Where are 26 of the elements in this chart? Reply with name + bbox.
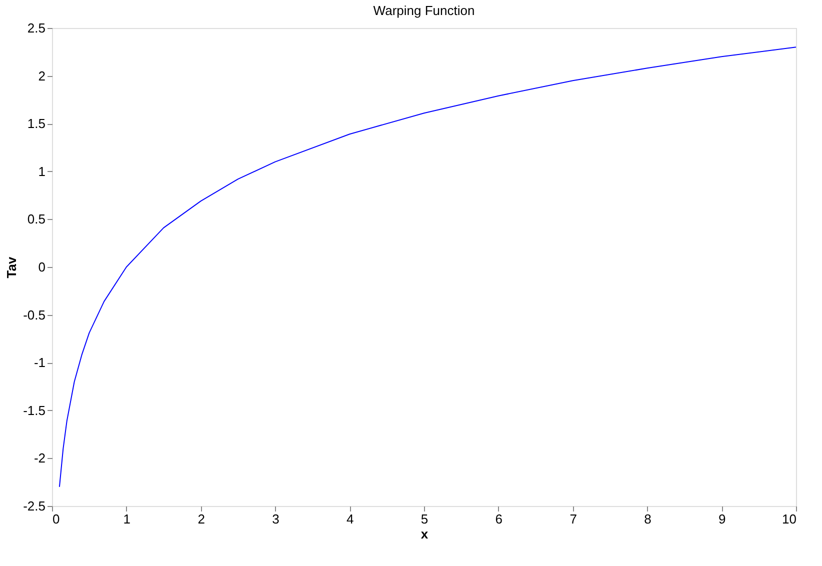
y-tick-label: -2.5 [23,498,46,514]
x-tick-label: 3 [272,512,280,526]
x-tick-label: 1 [123,512,131,526]
y-tick-label: -1 [34,355,46,370]
y-tick-label: 1.5 [27,116,46,132]
y-tick-label: 0 [38,260,46,274]
x-tick-label: 8 [644,512,652,526]
y-tick-label: -1.5 [23,402,46,418]
line-series [58,46,796,488]
y-tick-label: 0.5 [27,212,46,227]
y-axis-title: Tav [4,256,20,278]
x-tick-label: 10 [782,512,796,526]
x-tick-label: 0 [52,512,60,526]
x-tick-label: 9 [718,512,726,526]
y-tick-label: 2 [38,68,46,84]
chart-title: Warping Function [373,3,475,18]
x-tick-label: 7 [570,512,577,526]
y-tick-label: 1 [38,164,46,179]
x-tick-label: 5 [420,512,428,526]
x-tick-label: 6 [495,512,503,526]
x-tick-label: 2 [198,512,205,526]
y-tick-label: -0.5 [23,307,46,322]
y-tick-label: 2.5 [27,20,46,36]
x-tick-label: 4 [346,512,354,526]
x-axis-title: x [420,526,429,542]
y-tick-label: -2 [34,450,46,466]
